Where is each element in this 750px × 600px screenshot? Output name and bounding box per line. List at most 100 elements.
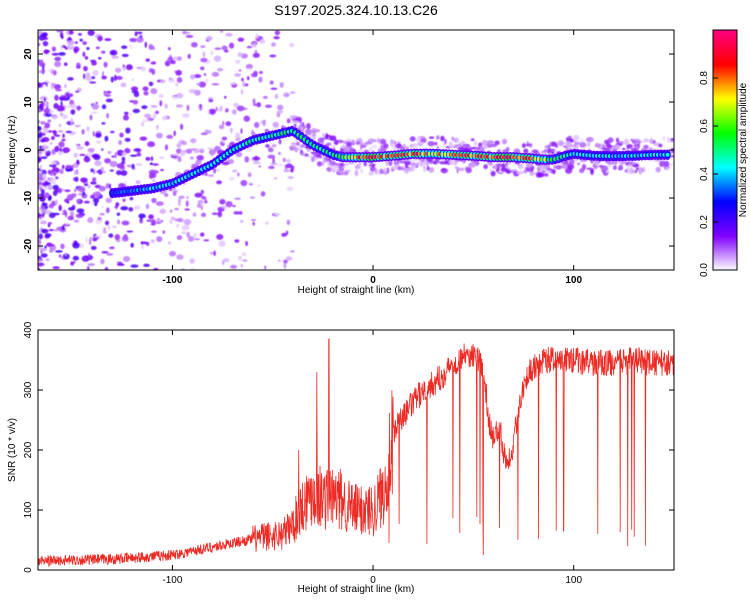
noise-cell [594,160,600,167]
noise-cell [101,71,105,77]
noise-cell [67,93,74,98]
noise-cell [54,228,58,232]
noise-cell [68,30,74,35]
colorbar-band [713,196,737,199]
noise-cell [246,76,250,81]
noise-cell [42,201,45,207]
noise-cell [148,173,154,179]
noise-cell [64,189,71,193]
noise-cell [371,144,378,149]
colorbar-band [713,40,737,43]
noise-cell [115,170,122,176]
noise-cell [603,148,609,151]
noise-cell [135,180,141,184]
noise-cell [100,50,106,54]
noise-cell [90,111,99,114]
noise-cell [41,82,49,85]
noise-cell [42,145,49,149]
colorbar-band [713,194,737,197]
colorbar-frame [712,29,738,271]
noise-cell [88,252,91,260]
noise-cell [85,237,88,243]
noise-cell [58,123,62,127]
noise-cell [164,103,168,109]
colorbar-band [713,266,737,269]
noise-cell [84,55,89,60]
noise-cell [590,169,594,176]
noise-cell [160,219,164,223]
colorbar-band [713,72,737,75]
colorbar-band [713,156,737,159]
noise-cell [245,68,253,71]
noise-cell [290,168,293,172]
noise-cell [105,183,110,189]
noise-cell [133,205,141,210]
noise-cell [294,147,299,153]
colorbar-band [713,202,737,205]
noise-cell [56,30,64,33]
noise-cell [449,159,455,166]
noise-cell [38,213,42,218]
noise-cell [158,94,164,98]
noise-cell [65,222,69,225]
noise-cell [135,163,143,166]
noise-cell [665,167,670,171]
noise-cell [290,250,295,253]
noise-cell [232,169,238,173]
noise-cell [54,199,58,206]
noise-cell [219,198,226,205]
noise-cell [223,258,230,263]
noise-cell [58,204,62,212]
noise-cell [198,103,202,108]
noise-cell [246,45,253,49]
noise-cell [529,143,533,149]
noise-cell [90,245,97,250]
noise-cell [373,139,377,143]
noise-cell [444,160,448,165]
noise-cell [235,151,243,158]
noise-cell [146,219,152,222]
noise-cell [192,212,197,217]
noise-cell [306,155,315,158]
noise-cell [612,165,617,170]
noise-cell [253,70,258,76]
noise-cell [125,64,133,71]
noise-cell [221,45,228,51]
colorbar-band [713,190,737,193]
noise-cell [634,140,643,144]
noise-cell [669,138,674,141]
colorbar-band [713,228,737,231]
noise-cell [87,147,95,153]
colorbar-band [713,218,737,221]
noise-cell [240,88,244,95]
noise-cell [140,66,146,72]
noise-cell [126,164,133,168]
noise-cell [95,140,102,144]
noise-cell [418,142,425,145]
noise-cell [219,141,223,146]
noise-cell [91,76,96,80]
noise-cell [495,163,504,168]
colorbar-band [713,116,737,119]
noise-cell [73,261,76,264]
noise-cell [205,78,209,83]
x-tick-label: 0 [370,275,376,286]
noise-cell [64,92,68,99]
noise-cell [252,103,261,107]
noise-cell [252,161,261,165]
noise-cell [488,140,493,145]
noise-cell [60,169,63,172]
noise-cell [38,179,44,183]
noise-cell [40,188,45,195]
noise-cell [283,262,287,270]
noise-cell [66,194,74,201]
noise-cell [58,141,65,148]
noise-cell [549,141,552,147]
noise-cell [221,136,228,141]
colorbar-band [713,78,737,81]
noise-cell [282,157,286,163]
colorbar-band [713,170,737,173]
noise-cell [116,163,125,169]
colorbar-band [713,52,737,55]
noise-cell [627,168,636,175]
